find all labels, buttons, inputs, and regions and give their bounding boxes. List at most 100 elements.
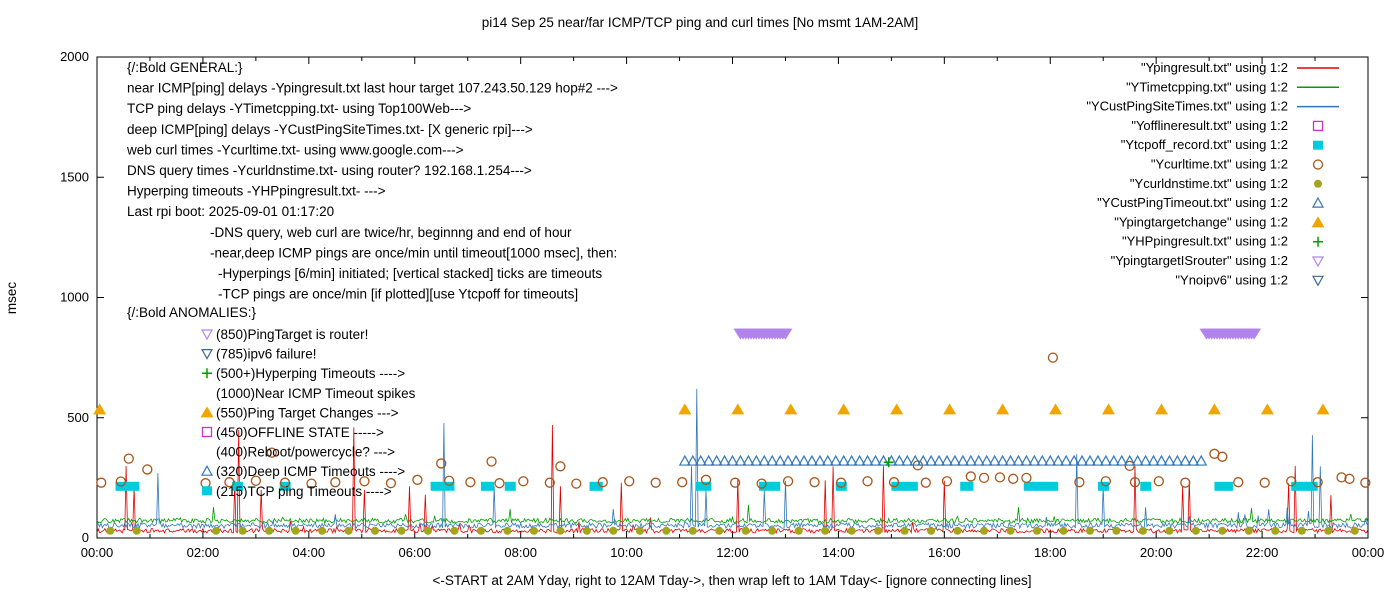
dns-point [927, 526, 936, 535]
general-note-line: DNS query times -Ycurldnstime.txt- using… [127, 163, 532, 178]
row-triangle-up-open [845, 454, 858, 466]
dns-point [688, 526, 697, 535]
legend-label-ycurldnstime: "Ycurldnstime.txt" using 1:2 [1130, 176, 1288, 191]
row-triangle-up-open [869, 454, 882, 466]
point-circle-open [1047, 352, 1059, 363]
y-tick-label: 1500 [60, 169, 89, 184]
dns-point [582, 526, 591, 535]
timeout-bar [115, 481, 140, 491]
general-note-line: {/:Bold GENERAL:} [127, 60, 243, 75]
row-triangle-up-open [805, 454, 818, 466]
point-triangle-up-filled [784, 403, 798, 415]
y-tick-label: 0 [82, 530, 89, 545]
dns-point [318, 526, 327, 535]
dns-point [106, 526, 115, 535]
dns-point [609, 526, 618, 535]
general-note-line: -DNS query, web curl are twice/hr, begin… [210, 225, 572, 240]
row-triangle-up-open [1139, 454, 1152, 466]
row-triangle-up-open [1099, 454, 1112, 466]
dns-point [1165, 526, 1174, 535]
row-triangle-up-open [1115, 454, 1128, 466]
dns-point [1324, 526, 1333, 535]
dns-point [1138, 526, 1147, 535]
row-triangle-up-open [1107, 454, 1120, 466]
point-circle-open [436, 458, 447, 469]
dns-point [503, 526, 512, 535]
x-tick-label: 16:00 [928, 545, 961, 560]
row-triangle-up-open [940, 454, 954, 466]
point-circle-open [862, 476, 873, 487]
dns-point [238, 526, 247, 535]
point-circle-open [465, 477, 476, 488]
dns-point [1033, 526, 1042, 535]
dns-point [1297, 526, 1306, 535]
point-circle-open [330, 477, 341, 488]
point-circle-open [941, 476, 953, 487]
row-triangle-up-open [1083, 454, 1096, 466]
row-triangle-up-open [1155, 454, 1168, 466]
row-triangle-up-open [1091, 454, 1104, 466]
point-triangle-up-filled [1102, 403, 1116, 415]
point-circle-open [1153, 476, 1164, 487]
anomalies-header: {/:Bold ANOMALIES:} [127, 305, 257, 320]
general-note-line: web curl times -Ycurltime.txt- using www… [126, 142, 464, 157]
point-circle-open [1180, 477, 1191, 488]
point-circle-open [142, 464, 153, 475]
point-circle-open [624, 476, 635, 487]
legend-label-ynoipv6: "Ynoipv6" using 1:2 [1175, 272, 1288, 287]
y-tick-label: 500 [67, 410, 89, 425]
x-tick-label: 04:00 [293, 545, 326, 560]
point-circle-open [385, 478, 397, 489]
y-axis-label: msec [4, 282, 19, 315]
row-triangle-up-open [750, 454, 763, 466]
point-circle-open [494, 478, 505, 489]
dns-point [1218, 526, 1227, 535]
point-circle-open [729, 477, 741, 488]
row-triangle-up-open [1076, 454, 1089, 466]
general-note-line: -near,deep ICMP pings are once/min until… [210, 245, 617, 260]
point-circle-open [1259, 477, 1270, 488]
x-tick-label: 08:00 [504, 545, 537, 560]
anomaly-icon-triangle-up-filled [200, 406, 214, 418]
legend-marker-ynoipv6 [1311, 275, 1325, 287]
row-triangle-up-open [1163, 454, 1176, 466]
general-note-line: deep ICMP[ping] delays -YCustPingSiteTim… [127, 122, 533, 137]
row-triangle-up-open [829, 454, 842, 466]
anomaly-icon-plus [202, 368, 212, 379]
legend-label-yhppingresult: "YHPpingresult.txt" using 1:2 [1122, 234, 1288, 249]
row-triangle-up-open [726, 454, 739, 466]
anomaly-note-line: (1000)Near ICMP Timeout spikes [216, 386, 416, 401]
timeout-bar [1023, 481, 1059, 491]
point-circle-open [597, 477, 608, 488]
timeout-bar [1140, 481, 1152, 491]
point-triangle-up-filled [678, 403, 692, 415]
point-circle-open [978, 472, 990, 484]
dns-point [423, 526, 432, 535]
row-triangle-up-open [980, 454, 993, 466]
point-circle-open [444, 475, 455, 486]
legend-label-ytcpoff_record: "Ytcpoff_record.txt" using 1:2 [1121, 137, 1288, 152]
dns-point [874, 526, 883, 535]
row-triangle-up-open [1012, 454, 1025, 466]
point-circle-open [1124, 460, 1135, 472]
general-note-line: Hyperping timeouts -YHPpingresult.txt- -… [127, 184, 386, 199]
point-triangle-up-filled [1207, 403, 1221, 415]
x-tick-label: 06:00 [398, 545, 431, 560]
x-tick-label: 02:00 [187, 545, 220, 560]
dns-point [212, 526, 221, 535]
timeout-bar [504, 481, 516, 491]
x-tick-label: 18:00 [1034, 545, 1067, 560]
legend-label-ypingresult: "Ypingresult.txt" using 1:2 [1141, 60, 1288, 75]
anomaly-note-line: (320)Deep ICMP Timeouts ----> [216, 464, 405, 479]
point-circle-open [965, 471, 976, 482]
point-circle-open [1336, 472, 1347, 483]
x-tick-label: 10:00 [610, 545, 643, 560]
point-triangle-up-filled [1260, 403, 1274, 415]
point-triangle-up-filled [890, 403, 904, 415]
point-circle-open [1344, 473, 1355, 484]
dns-point [900, 526, 909, 535]
dns-point [1085, 526, 1094, 535]
dns-point [1006, 526, 1015, 535]
timeout-bar [1214, 481, 1233, 491]
